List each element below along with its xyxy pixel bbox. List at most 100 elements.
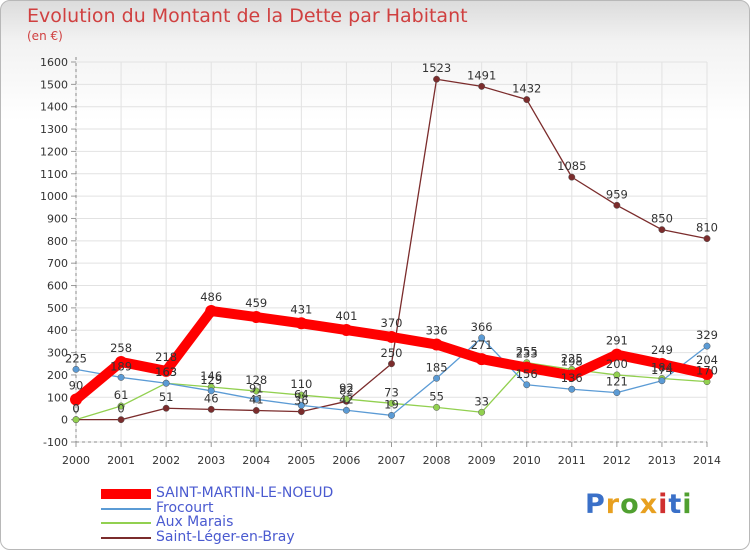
- x-tick-label: 2000: [62, 454, 90, 467]
- legend-swatch: [101, 507, 151, 510]
- data-label: 1085: [557, 159, 586, 173]
- legend-label: SAINT-MARTIN-LE-NOEUD: [156, 485, 334, 501]
- brand-letter: o: [620, 489, 640, 520]
- chart-unit: (en €): [27, 29, 63, 43]
- data-label: 92: [339, 381, 354, 395]
- y-tick-label: -100: [43, 436, 68, 449]
- data-point: [613, 389, 621, 397]
- data-label: 225: [561, 351, 583, 365]
- legend-label: Frocourt: [156, 499, 214, 516]
- data-point: [701, 368, 713, 381]
- data-label: 163: [155, 365, 177, 379]
- data-point: [703, 235, 711, 243]
- x-tick-label: 2014: [693, 454, 721, 467]
- data-point: [115, 355, 128, 368]
- data-label: 136: [561, 371, 583, 385]
- data-point: [478, 408, 486, 416]
- data-label: 110: [290, 377, 312, 391]
- y-tick-label: 200: [47, 369, 68, 382]
- data-point: [340, 324, 353, 337]
- data-label: 258: [110, 341, 132, 355]
- data-point: [613, 201, 621, 209]
- data-label: 401: [335, 309, 357, 323]
- data-point: [252, 395, 260, 403]
- data-label: 486: [200, 290, 222, 304]
- y-tick-label: 0: [61, 414, 68, 427]
- brand-letter: t: [668, 489, 683, 520]
- y-tick-label: 400: [47, 324, 68, 337]
- data-label: 129: [200, 373, 222, 387]
- legend-swatch: [101, 536, 151, 539]
- data-point: [72, 365, 80, 373]
- data-point: [72, 416, 80, 424]
- data-label: 174: [651, 363, 673, 377]
- data-label: 850: [651, 212, 673, 226]
- x-tick-label: 2004: [242, 454, 270, 467]
- x-tick-label: 2009: [468, 454, 496, 467]
- x-tick-label: 2013: [648, 454, 676, 467]
- y-tick-label: 1000: [40, 190, 68, 203]
- data-label: 51: [159, 390, 174, 404]
- data-point: [342, 406, 350, 414]
- data-label: 255: [516, 345, 538, 359]
- data-label: 90: [69, 379, 84, 393]
- data-label: 163: [155, 365, 177, 379]
- data-point: [207, 405, 215, 413]
- data-labels: 0 0 51 46 41 36 82 250 1523 1491 1432 1085 959 850 810…: [65, 61, 718, 415]
- data-label: 42: [339, 392, 354, 406]
- data-label: 73: [384, 385, 399, 399]
- data-label: 329: [696, 328, 718, 342]
- data-label: 19: [384, 397, 399, 411]
- data-label: 959: [606, 187, 628, 201]
- data-point: [655, 357, 668, 370]
- data-label: 1491: [467, 68, 496, 82]
- x-tick-label: 2011: [558, 454, 586, 467]
- data-point: [703, 342, 711, 350]
- data-point: [610, 348, 623, 361]
- data-point: [252, 387, 260, 395]
- y-tick-label: 1300: [40, 123, 68, 136]
- data-point: [207, 387, 215, 395]
- y-tick-label: 300: [47, 347, 68, 360]
- data-label: 128: [245, 373, 267, 387]
- data-point: [205, 305, 218, 318]
- data-point: [385, 330, 398, 343]
- data-point: [613, 371, 621, 379]
- data-point: [568, 173, 576, 181]
- data-point: [162, 379, 170, 387]
- data-point: [388, 360, 395, 368]
- data-point: [475, 353, 488, 366]
- data-label: 82: [339, 383, 354, 397]
- data-point: [388, 411, 395, 419]
- data-label: 225: [65, 351, 87, 365]
- data-label: 146: [200, 369, 222, 383]
- data-label: 250: [381, 346, 403, 360]
- data-label: 64: [294, 387, 309, 401]
- data-point: [162, 404, 170, 412]
- data-label: 431: [290, 302, 312, 316]
- brand-letter: i: [682, 489, 693, 520]
- data-point: [523, 381, 531, 389]
- data-point: [297, 391, 305, 399]
- data-label: 61: [114, 388, 129, 402]
- brand-letter: P: [585, 489, 606, 520]
- data-label: 291: [606, 334, 628, 348]
- y-tick-label: 1600: [40, 56, 68, 69]
- data-label: 198: [561, 354, 583, 368]
- y-tick-label: 1400: [40, 101, 68, 114]
- y-tick-label: 1500: [40, 78, 68, 91]
- brand-letter: i: [658, 489, 669, 520]
- data-point: [297, 408, 305, 416]
- y-tick-label: 500: [47, 302, 68, 315]
- data-point: [433, 403, 441, 411]
- data-point: [252, 407, 260, 414]
- data-label: 366: [471, 320, 493, 334]
- y-tick-label: 800: [47, 235, 68, 248]
- data-label: 33: [474, 394, 489, 408]
- data-label: 156: [516, 367, 538, 381]
- data-point: [388, 399, 395, 407]
- data-point: [658, 377, 666, 385]
- x-tick-label: 2012: [603, 454, 631, 467]
